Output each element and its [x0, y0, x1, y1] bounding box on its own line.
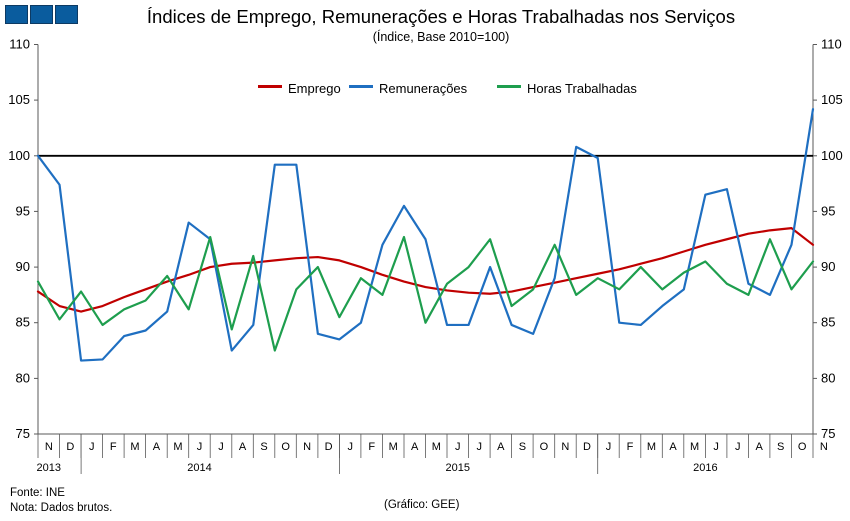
- svg-text:85: 85: [821, 315, 835, 330]
- svg-text:2016: 2016: [693, 462, 717, 474]
- svg-text:105: 105: [821, 92, 843, 107]
- svg-text:N: N: [820, 441, 828, 453]
- svg-text:D: D: [583, 441, 591, 453]
- svg-text:J: J: [197, 441, 203, 453]
- svg-text:J: J: [606, 441, 612, 453]
- svg-text:O: O: [540, 441, 549, 453]
- svg-text:M: M: [130, 441, 139, 453]
- svg-text:S: S: [519, 441, 526, 453]
- svg-text:2014: 2014: [187, 462, 211, 474]
- svg-text:J: J: [89, 441, 95, 453]
- svg-text:95: 95: [821, 203, 835, 218]
- svg-text:A: A: [239, 441, 247, 453]
- svg-text:N: N: [303, 441, 311, 453]
- svg-text:D: D: [325, 441, 333, 453]
- svg-text:O: O: [281, 441, 290, 453]
- svg-text:A: A: [669, 441, 677, 453]
- svg-text:J: J: [477, 441, 483, 453]
- svg-text:90: 90: [821, 259, 835, 274]
- svg-text:2013: 2013: [37, 462, 61, 474]
- svg-text:J: J: [735, 441, 741, 453]
- svg-text:A: A: [497, 441, 505, 453]
- svg-text:M: M: [389, 441, 398, 453]
- svg-text:75: 75: [821, 426, 835, 441]
- svg-text:2015: 2015: [446, 462, 470, 474]
- svg-text:J: J: [347, 441, 353, 453]
- svg-text:80: 80: [16, 370, 30, 385]
- svg-text:N: N: [561, 441, 569, 453]
- svg-text:J: J: [218, 441, 224, 453]
- svg-text:M: M: [647, 441, 656, 453]
- svg-text:90: 90: [16, 259, 30, 274]
- svg-text:S: S: [260, 441, 267, 453]
- svg-text:100: 100: [821, 148, 843, 163]
- svg-text:S: S: [777, 441, 784, 453]
- svg-text:J: J: [455, 441, 461, 453]
- svg-text:95: 95: [16, 203, 30, 218]
- svg-text:100: 100: [8, 148, 30, 163]
- svg-text:A: A: [756, 441, 764, 453]
- svg-text:M: M: [432, 441, 441, 453]
- svg-text:J: J: [713, 441, 719, 453]
- svg-text:80: 80: [821, 370, 835, 385]
- svg-text:75: 75: [16, 426, 30, 441]
- svg-text:O: O: [798, 441, 807, 453]
- svg-text:F: F: [368, 441, 375, 453]
- svg-text:105: 105: [8, 92, 30, 107]
- svg-text:M: M: [690, 441, 699, 453]
- svg-text:F: F: [110, 441, 117, 453]
- svg-text:110: 110: [821, 37, 842, 52]
- svg-text:D: D: [66, 441, 74, 453]
- svg-text:85: 85: [16, 315, 30, 330]
- svg-text:M: M: [173, 441, 182, 453]
- svg-text:N: N: [45, 441, 53, 453]
- svg-text:F: F: [627, 441, 634, 453]
- svg-text:A: A: [411, 441, 419, 453]
- svg-text:A: A: [153, 441, 161, 453]
- svg-text:110: 110: [9, 37, 30, 52]
